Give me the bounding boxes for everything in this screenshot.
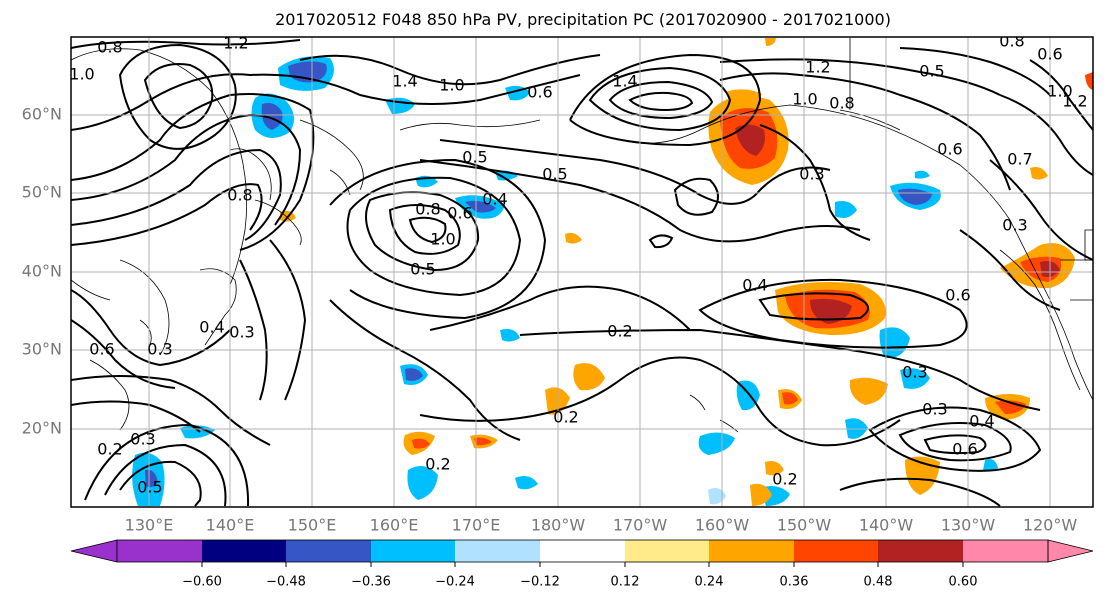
colorbar-tick-label: −0.12 [520, 575, 560, 590]
lat-label: 20°N [22, 419, 62, 438]
figure-title: 2017020512 F048 850 hPa PV, precipitatio… [275, 10, 891, 29]
map-panel: 0.8 1.2 1.0 1.4 1.0 0.6 1.4 1.2 1.0 0.8 … [22, 32, 1094, 535]
lon-label: 160°E [370, 516, 419, 535]
contour-label: 0.5 [919, 62, 944, 81]
contour-label: 0.2 [607, 322, 632, 341]
contour-label: 0.8 [999, 32, 1024, 51]
contour-label: 0.4 [969, 412, 994, 431]
contour-label: 0.3 [229, 323, 254, 342]
contour-label: 0.7 [1007, 150, 1032, 169]
lon-label: 160°W [695, 516, 750, 535]
contour-label: 1.4 [392, 72, 417, 91]
colorbar-segment [709, 540, 794, 562]
graticule [71, 37, 1093, 507]
contour-label: 0.3 [130, 430, 155, 449]
contour-label: 0.4 [482, 190, 507, 209]
lon-label: 140°W [859, 516, 914, 535]
colorbar-tick-label: 0.24 [695, 575, 724, 590]
latitude-labels: 60°N 50°N 40°N 30°N 20°N [22, 105, 62, 438]
colorbar-segment [286, 540, 371, 562]
colorbar-tick-label: −0.48 [266, 575, 306, 590]
colorbar-tick-label: −0.24 [435, 575, 475, 590]
colorbar-segment [202, 540, 286, 562]
contour-label: 1.0 [1047, 82, 1072, 101]
colorbar-tick-label: 0.12 [611, 575, 640, 590]
contour-label: 0.8 [97, 38, 122, 57]
lon-label: 170°E [452, 516, 501, 535]
contour-label: 0.2 [97, 440, 122, 459]
colorbar-segment [625, 540, 709, 562]
contour-label: 0.5 [462, 148, 487, 167]
contour-label: 0.4 [742, 276, 767, 295]
lon-label: 150°E [288, 516, 337, 535]
contour-label: 0.6 [527, 83, 552, 102]
map-frame [70, 36, 1094, 508]
colorbar-extend-high [1047, 539, 1094, 563]
contour-label: 0.3 [147, 340, 172, 359]
contour-label: 0.2 [553, 408, 578, 427]
lon-label: 170°W [613, 516, 668, 535]
contour-label: 0.2 [425, 455, 450, 474]
colorbar-segment [540, 540, 625, 562]
colorbar-extend-low [70, 539, 118, 563]
contour-label: 0.5 [137, 478, 162, 497]
contour-label: 0.2 [772, 470, 797, 489]
contour-label: 0.8 [829, 94, 854, 113]
colorbar-segment [963, 540, 1048, 562]
colorbar-tick-label: −0.60 [182, 575, 222, 590]
contour-label: 0.8 [415, 200, 440, 219]
lon-label: 180°W [531, 516, 586, 535]
contour-label: 0.6 [1037, 45, 1062, 64]
contour-label: 1.2 [223, 34, 248, 53]
contour-label: 1.0 [792, 90, 817, 109]
contour-label: 0.3 [902, 363, 927, 382]
colorbar: −0.60 −0.48 −0.36 −0.24 −0.12 0.12 0.24 … [70, 539, 1094, 590]
lon-label: 140°E [206, 516, 255, 535]
contour-label: 0.3 [1002, 216, 1027, 235]
lon-label: 130°E [125, 516, 174, 535]
contour-label: 0.6 [945, 286, 970, 305]
contour-label: 1.2 [805, 58, 830, 77]
colorbar-tick-label: 0.48 [864, 575, 893, 590]
lon-label: 130°W [941, 516, 996, 535]
contour-label: 1.0 [439, 76, 464, 95]
lat-label: 60°N [22, 105, 62, 124]
colorbar-ticks [201, 562, 964, 567]
contour-label: 0.3 [922, 400, 947, 419]
lon-label: 120°W [1023, 516, 1078, 535]
contour-label: 1.0 [69, 65, 94, 84]
contour-label: 0.8 [227, 186, 252, 205]
contour-labels: 0.8 1.2 1.0 1.4 1.0 0.6 1.4 1.2 1.0 0.8 … [69, 32, 1088, 497]
contour-label: 0.4 [199, 318, 224, 337]
contour-label: 0.6 [952, 440, 977, 459]
contour-label: 0.6 [447, 204, 472, 223]
lon-label: 150°W [777, 516, 832, 535]
precipitation-shading [132, 38, 1093, 506]
colorbar-segment [455, 540, 540, 562]
colorbar-segment [794, 540, 878, 562]
contour-label: 0.3 [799, 165, 824, 184]
colorbar-segment [878, 540, 963, 562]
lat-label: 30°N [22, 340, 62, 359]
colorbar-outline [116, 539, 1049, 563]
longitude-labels: 130°E 140°E 150°E 160°E 170°E 180°W 170°… [125, 516, 1078, 535]
contour-label: 0.5 [410, 260, 435, 279]
colorbar-tick-label: −0.36 [351, 575, 391, 590]
lat-label: 50°N [22, 183, 62, 202]
colorbar-segment [117, 540, 202, 562]
contour-label: 1.0 [430, 230, 455, 249]
contour-label: 0.6 [89, 340, 114, 359]
contour-label: 1.4 [612, 72, 637, 91]
contour-label: 1.2 [1062, 92, 1087, 111]
contour-label: 0.5 [542, 165, 567, 184]
colorbar-segment [371, 540, 455, 562]
colorbar-tick-label: 0.60 [949, 575, 978, 590]
coastlines [71, 38, 1093, 433]
contour-label: 0.6 [937, 140, 962, 159]
colorbar-tick-label: 0.36 [780, 575, 809, 590]
lat-label: 40°N [22, 262, 62, 281]
